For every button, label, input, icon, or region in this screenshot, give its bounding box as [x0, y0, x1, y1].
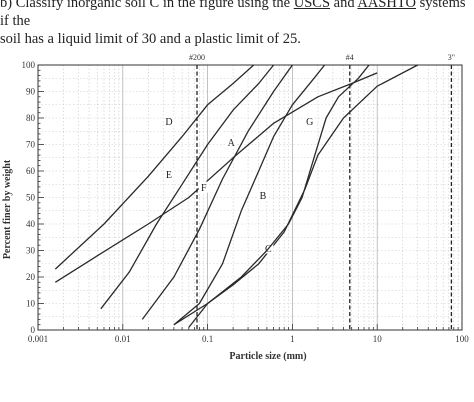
aashto-term: AASHTO: [357, 0, 416, 11]
x-tick-label: 10: [373, 334, 383, 344]
question-text: b) Classify inorganic soil C in the figu…: [0, 0, 474, 48]
x-tick-label: 1: [290, 334, 295, 344]
sieve-label: #200: [189, 53, 205, 62]
y-tick-label: 70: [26, 140, 36, 150]
x-tick-labels: 0.001 0.01 0.1 1 10 100: [28, 334, 469, 344]
x-tick-label: 0.001: [28, 334, 48, 344]
curve-c: [188, 64, 419, 328]
chart-grid: [37, 65, 463, 330]
curve-g: [173, 64, 370, 326]
question-suffix: systems if the: [0, 0, 466, 29]
curve-label-f: F: [201, 183, 207, 194]
x-tick-label: 100: [455, 334, 469, 344]
x-axis-title: Particle size (mm): [229, 351, 306, 362]
curve-label-b: B: [260, 191, 267, 202]
y-tick-labels: 0 10 20 30 40 50 60 70 80 90 100: [22, 60, 36, 335]
y-tick-label: 20: [26, 272, 36, 282]
curve-label-bg: [257, 189, 268, 201]
y-tick-label: 100: [22, 60, 36, 70]
curve-label-bg: [198, 181, 209, 193]
y-tick-label: 30: [26, 246, 36, 256]
curve-label-bg: [163, 115, 174, 127]
curve-label-g: G: [306, 117, 313, 128]
x-tick-label: 0.01: [115, 334, 131, 344]
curve-a: [54, 72, 378, 283]
curve-f: [141, 64, 293, 320]
curve-e: [100, 64, 275, 310]
y-tick-label: 40: [26, 219, 36, 229]
curve-label-d: D: [165, 117, 172, 128]
sieve-markers: #200 #4 3": [189, 53, 455, 330]
y-tick-label: 10: [26, 299, 36, 309]
question-line-2: soil has a liquid limit of 30 and a plas…: [0, 31, 301, 47]
chart-frame: [37, 64, 463, 331]
curve-label-bg: [226, 136, 237, 148]
question-prefix: b) Classify inorganic soil C in the figu…: [0, 0, 294, 11]
x-tick-label: 0.1: [202, 334, 213, 344]
y-axis-title: Percent finer by weight: [2, 159, 13, 259]
question-mid: and: [330, 0, 358, 11]
uscs-term: USCS: [293, 0, 331, 11]
sieve-label: #4: [346, 53, 354, 62]
curve-label-e: E: [166, 170, 172, 181]
y-tick-label: 50: [26, 193, 36, 203]
y-tick-label: 90: [26, 87, 36, 97]
y-tick-label: 80: [26, 113, 36, 123]
curve-d: [54, 64, 255, 270]
y-tick-label: 60: [26, 166, 36, 176]
sieve-label: 3": [448, 53, 455, 62]
curve-label-bg: [163, 168, 174, 180]
curve-b: [173, 64, 326, 326]
curve-label-a: A: [228, 138, 236, 149]
curve-label-bg: [304, 115, 315, 127]
y-tick-label: 0: [31, 325, 36, 335]
